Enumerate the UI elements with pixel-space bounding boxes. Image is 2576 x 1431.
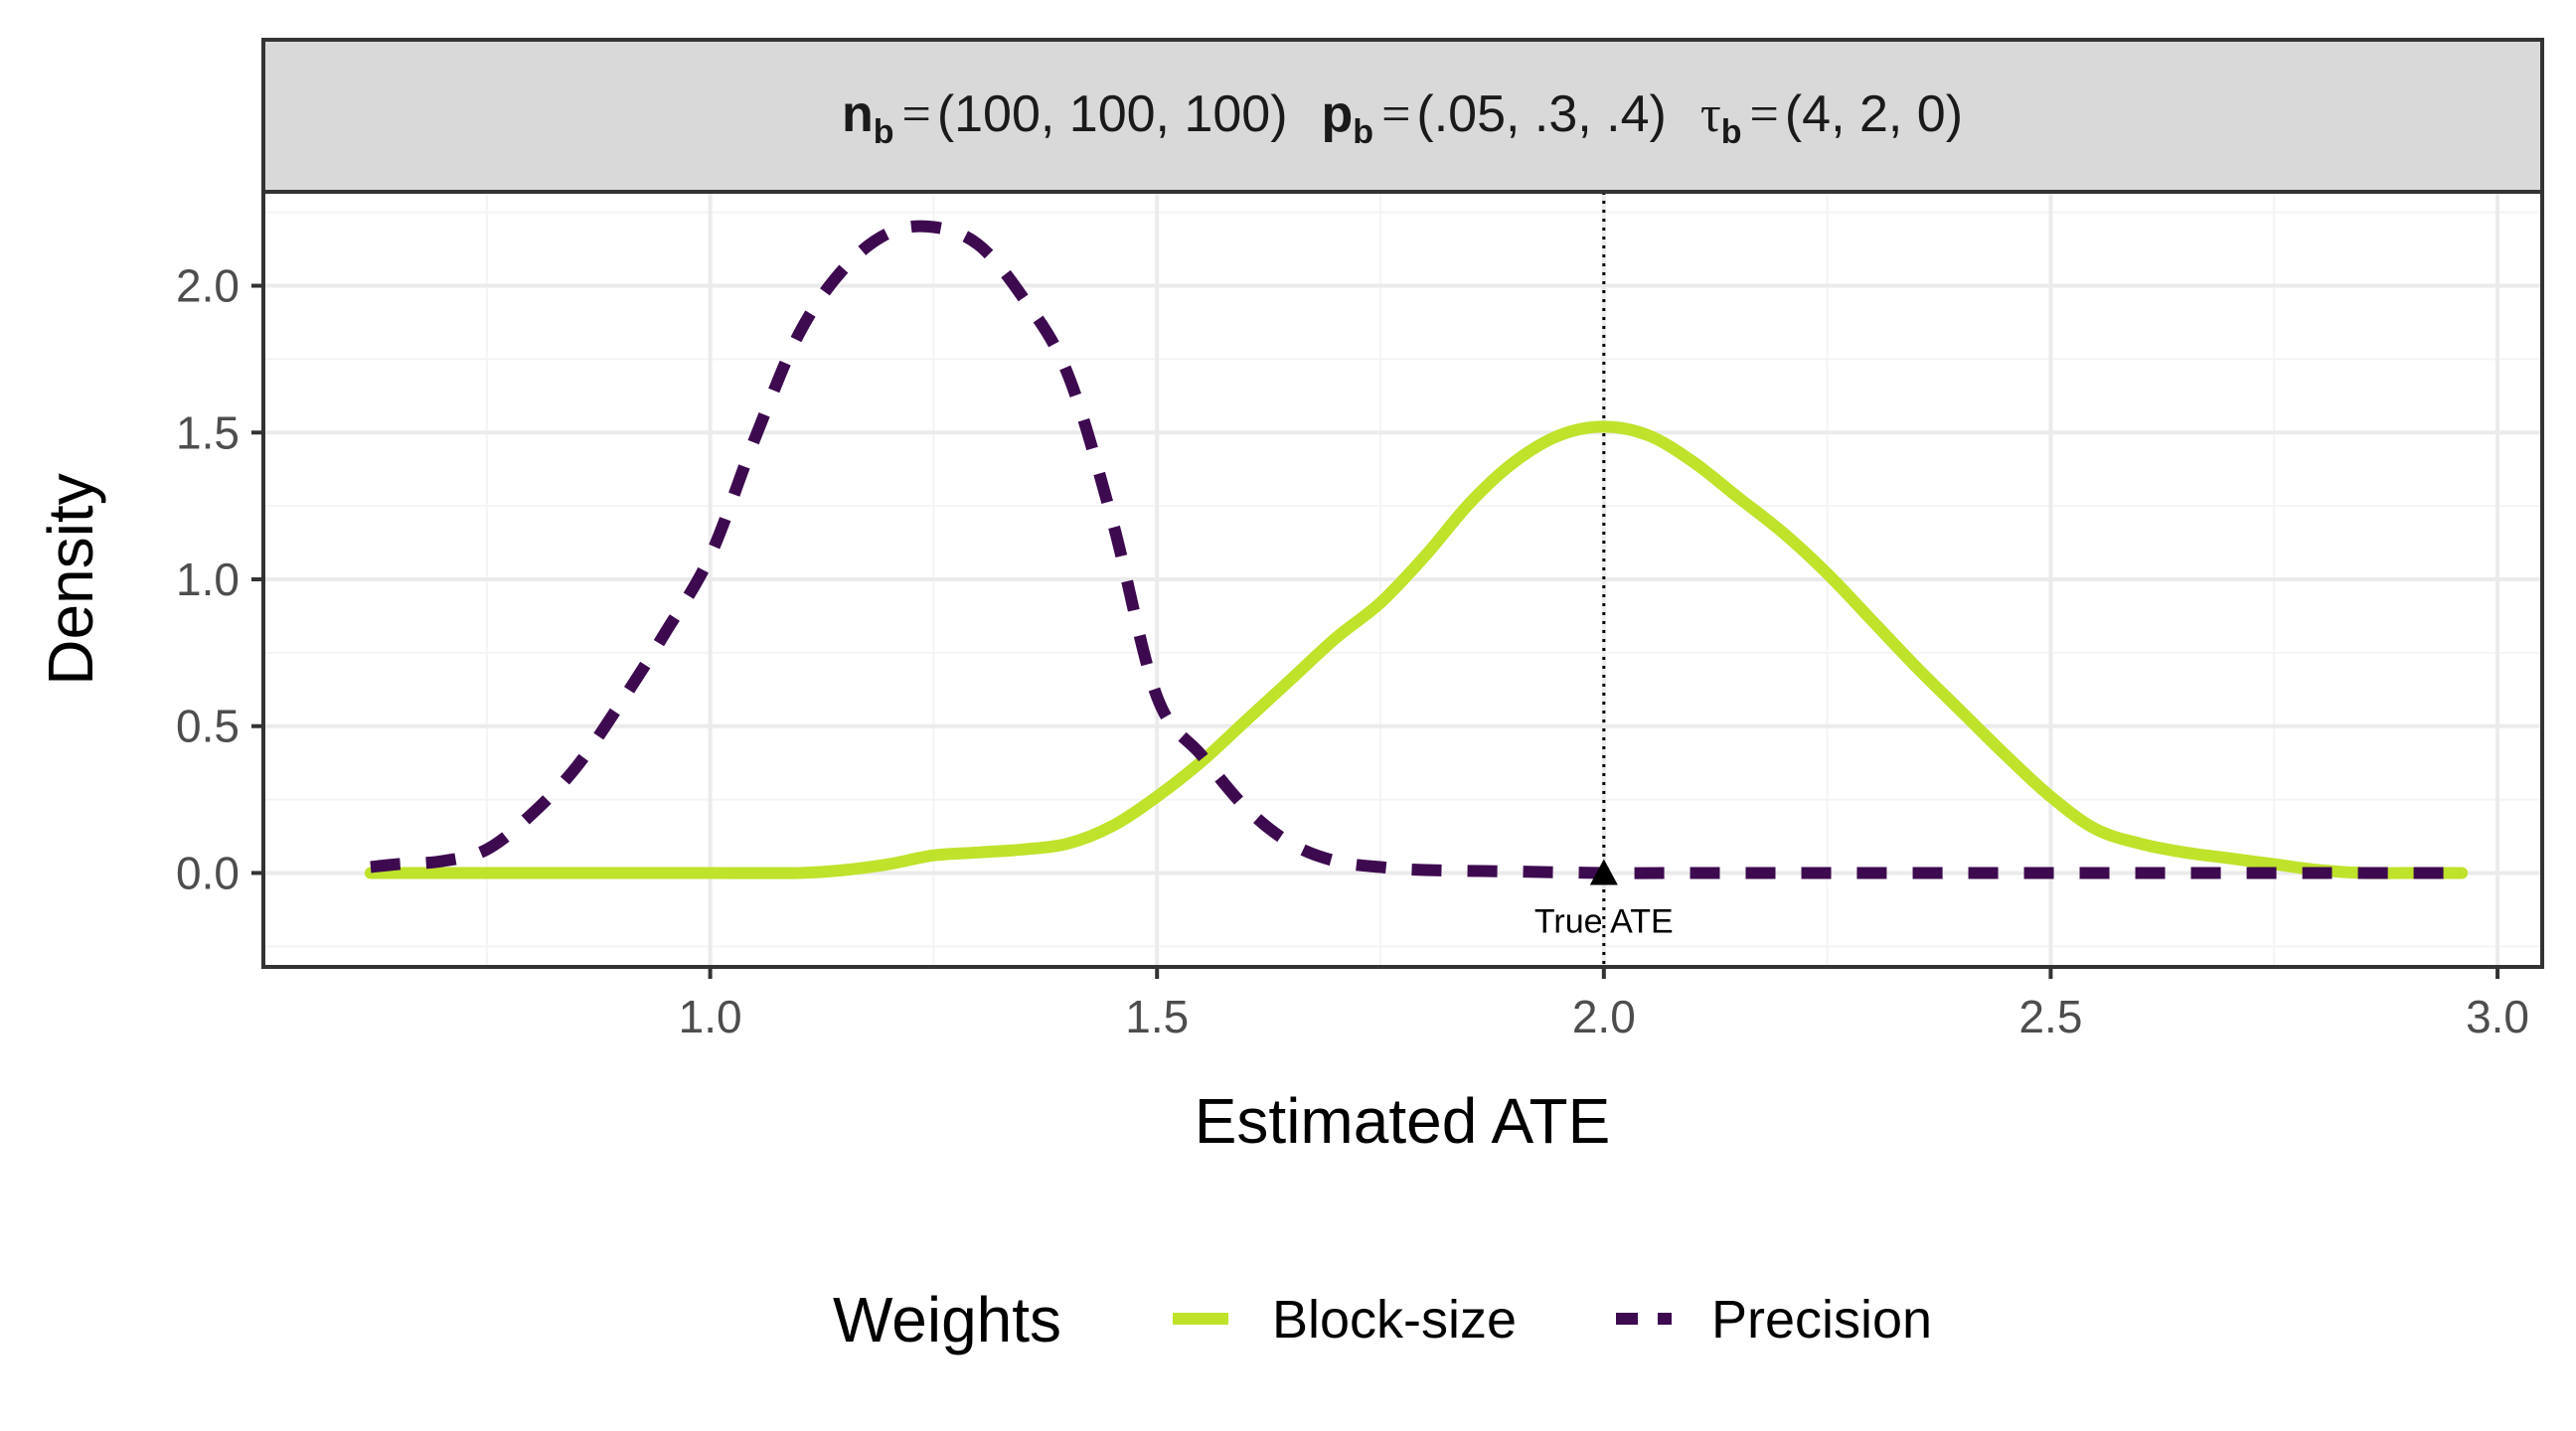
x-tick-label: 1.5	[1125, 991, 1189, 1042]
y-tick-label: 1.5	[176, 406, 240, 458]
y-tick-label: 0.5	[176, 701, 240, 752]
strip-tau-subscript: b	[1721, 113, 1742, 151]
legend-title: Weights	[833, 1284, 1061, 1355]
strip-label: nb = (100, 100, 100) pb = (.05, .3, .4) τb = (4,…	[842, 85, 1963, 151]
strip-tau-symbol: τ	[1700, 86, 1721, 143]
true-ate-label: True ATE	[1534, 902, 1674, 940]
minor-gridlines	[263, 192, 2542, 967]
legend-label-precision: Precision	[1711, 1290, 1932, 1350]
facet-strip: nb = (100, 100, 100) pb = (.05, .3, .4) τb = (4,…	[261, 38, 2544, 194]
strip-p-eq: =	[1381, 86, 1410, 143]
true-ate-marker	[1589, 859, 1618, 885]
strip-n-value: (100, 100, 100)	[937, 85, 1288, 143]
strip-n-symbol: n	[842, 85, 874, 143]
annotations: True ATE	[1534, 859, 1674, 940]
strip-n-subscript: b	[874, 113, 894, 151]
y-tick-label: 2.0	[176, 260, 240, 312]
y-axis-title: Density	[35, 473, 106, 685]
legend-label-block-size: Block-size	[1272, 1290, 1517, 1350]
y-tick-label: 0.0	[176, 847, 240, 898]
x-tick-label: 2.5	[2018, 991, 2082, 1042]
series-line-block-size	[364, 420, 2469, 879]
y-axis: 0.0 0.5 1.0 1.5 2.0	[176, 260, 263, 898]
x-axis-title: Estimated ATE	[1195, 1085, 1611, 1157]
x-tick-label: 3.0	[2466, 991, 2529, 1042]
y-tick-label: 1.0	[176, 554, 240, 605]
x-axis: 1.0 1.5 2.0 2.5 3.0	[679, 967, 2529, 1042]
strip-n-eq: =	[901, 86, 930, 143]
series-lines	[364, 220, 2469, 879]
strip-background	[261, 38, 2544, 194]
x-tick-label: 2.0	[1572, 991, 1636, 1042]
x-tick-label: 1.0	[679, 991, 742, 1042]
legend: Weights Block-size Precision	[833, 1284, 1932, 1355]
strip-tau-eq: =	[1750, 86, 1779, 143]
plot-panel: True ATE	[261, 190, 2544, 969]
strip-p-symbol: p	[1322, 85, 1354, 143]
strip-p-value: (.05, .3, .4)	[1416, 85, 1666, 143]
strip-p-subscript: b	[1353, 113, 1373, 151]
strip-tau-value: (4, 2, 0)	[1785, 85, 1963, 143]
